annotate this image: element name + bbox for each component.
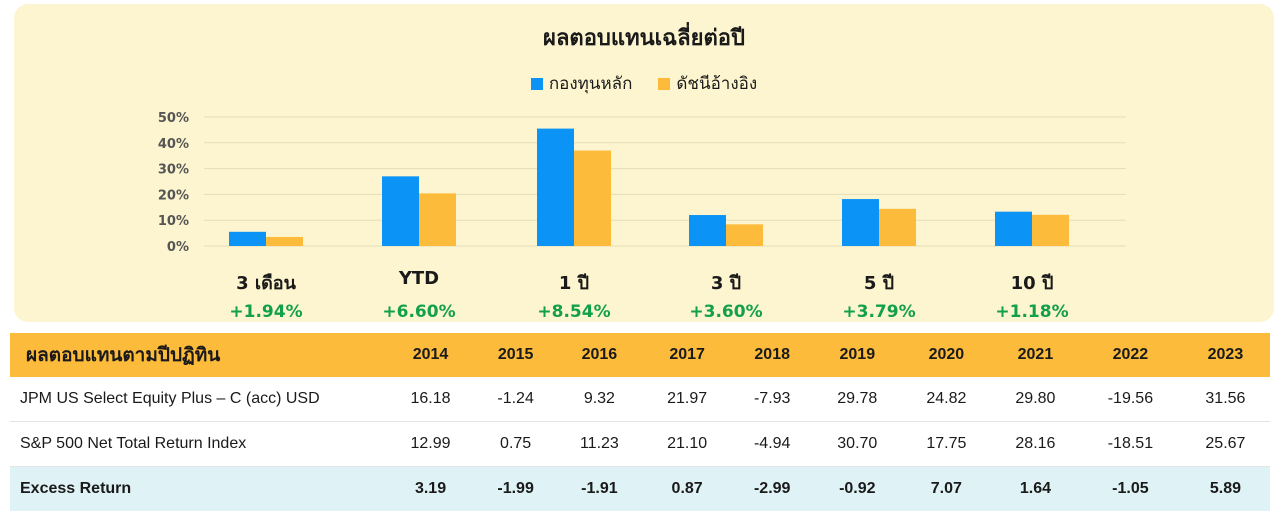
legend-swatch-index	[658, 77, 671, 90]
bar-fund	[689, 215, 726, 246]
year-header: 2020	[901, 333, 991, 377]
row-label: JPM US Select Equity Plus – C (acc) USD	[10, 377, 386, 422]
table-cell: 30.70	[812, 421, 902, 467]
excess-return-label: +6.60%	[382, 302, 456, 322]
table-row: JPM US Select Equity Plus – C (acc) USD 1…	[10, 377, 1270, 422]
table-cell: -18.51	[1079, 421, 1181, 467]
y-tick-label: 50%	[158, 111, 189, 126]
table-cell: 11.23	[556, 421, 643, 467]
y-tick-label: 40%	[158, 137, 189, 152]
legend-label-fund: กองทุนหลัก	[548, 74, 633, 94]
excess-return-label: +1.18%	[995, 302, 1069, 322]
bar-fund	[229, 231, 266, 246]
year-header: 2015	[475, 333, 557, 377]
table-cell: 1.64	[990, 466, 1080, 511]
table-cell: 17.75	[901, 421, 991, 467]
table-cell: -7.93	[731, 377, 813, 422]
table-cell: -2.99	[731, 466, 813, 511]
year-header: 2014	[386, 333, 476, 377]
bar-chart-plot: 0% 10% 20% 30% 40% 50%	[158, 111, 1126, 255]
legend-item-index: ดัชนีอ้างอิง	[658, 70, 757, 97]
year-header: 2023	[1180, 333, 1270, 377]
table-header-row: ผลตอบแทนตามปีปฏิทิน 2014 2015 2016 2017 2018…	[10, 333, 1270, 377]
legend-label-index: ดัชนีอ้างอิง	[676, 74, 758, 94]
period-label: 3 ปี	[710, 273, 742, 294]
table-cell: 29.78	[812, 377, 902, 422]
year-header: 2022	[1079, 333, 1181, 377]
table-cell: 24.82	[901, 377, 991, 422]
row-label: S&P 500 Net Total Return Index	[10, 421, 386, 467]
y-tick-label: 20%	[158, 188, 189, 203]
year-header: 2018	[731, 333, 813, 377]
bar-index	[266, 236, 303, 246]
table-title: ผลตอบแทนตามปีปฏิทิน	[10, 333, 386, 377]
table-cell: -1.99	[475, 466, 557, 511]
table-cell: -1.24	[475, 377, 557, 422]
table-cell: 7.07	[901, 466, 991, 511]
excess-return-label: +3.79%	[842, 302, 916, 322]
period-label: YTD	[398, 268, 440, 289]
chart-legend: กองทุนหลัก ดัชนีอ้างอิง	[14, 70, 1274, 97]
calendar-year-returns-table: ผลตอบแทนตามปีปฏิทิน 2014 2015 2016 2017 2018…	[10, 333, 1270, 511]
y-tick-label: 30%	[158, 163, 189, 178]
table-cell: 0.87	[642, 466, 732, 511]
y-tick-label: 10%	[158, 214, 189, 229]
table-cell: -19.56	[1079, 377, 1181, 422]
row-label: Excess Return	[10, 466, 386, 511]
table-cell: -4.94	[731, 421, 813, 467]
table-cell: 0.75	[475, 421, 557, 467]
bar-fund	[537, 128, 574, 246]
bar-index	[1032, 214, 1069, 246]
table-cell: 29.80	[990, 377, 1080, 422]
bar-index	[879, 208, 916, 246]
excess-return-label: +1.94%	[229, 302, 303, 322]
year-header: 2021	[990, 333, 1080, 377]
table-cell: 31.56	[1180, 377, 1270, 422]
table-cell: -1.05	[1079, 466, 1181, 511]
period-label: 1 ปี	[558, 273, 590, 294]
year-header: 2019	[812, 333, 902, 377]
table-cell: 16.18	[386, 377, 476, 422]
period-label: 10 ปี	[1010, 273, 1054, 294]
chart-panel: ผลตอบแทนเฉลี่ยต่อปี กองทุนหลัก ดัชนีอ้าง…	[14, 4, 1274, 322]
bar-index	[726, 224, 763, 246]
table-cell: 21.10	[642, 421, 732, 467]
bar-fund	[842, 199, 879, 246]
chart-title: ผลตอบแทนเฉลี่ยต่อปี	[543, 26, 745, 51]
bar-fund	[995, 211, 1032, 246]
bar-index	[419, 193, 456, 246]
table-cell: 12.99	[386, 421, 476, 467]
table-row: S&P 500 Net Total Return Index 12.99 0.75 1…	[10, 421, 1270, 467]
table-cell: 25.67	[1180, 421, 1270, 467]
table-row: Excess Return 3.19 -1.99 -1.91 0.87 -2.99 -0.9…	[10, 466, 1270, 511]
legend-swatch-fund	[530, 77, 543, 90]
bar-fund	[382, 176, 419, 246]
period-label: 5 ปี	[863, 273, 895, 294]
excess-return-label: +3.60%	[689, 302, 763, 322]
legend-item-fund: กองทุนหลัก	[530, 70, 633, 97]
table-cell: 5.89	[1180, 466, 1270, 511]
table-cell: 3.19	[386, 466, 476, 511]
table-body: JPM US Select Equity Plus – C (acc) USD 1…	[10, 377, 1270, 511]
year-header: 2016	[556, 333, 643, 377]
y-tick-label: 0%	[167, 240, 189, 255]
table-cell: 9.32	[556, 377, 643, 422]
table-cell: 28.16	[990, 421, 1080, 467]
table-cell: -0.92	[812, 466, 902, 511]
period-label: 3 เดือน	[236, 273, 296, 294]
table-cell: -1.91	[556, 466, 643, 511]
year-header: 2017	[642, 333, 732, 377]
table-cell: 21.97	[642, 377, 732, 422]
bar-index	[574, 150, 611, 246]
excess-return-label: +8.54%	[537, 302, 611, 322]
